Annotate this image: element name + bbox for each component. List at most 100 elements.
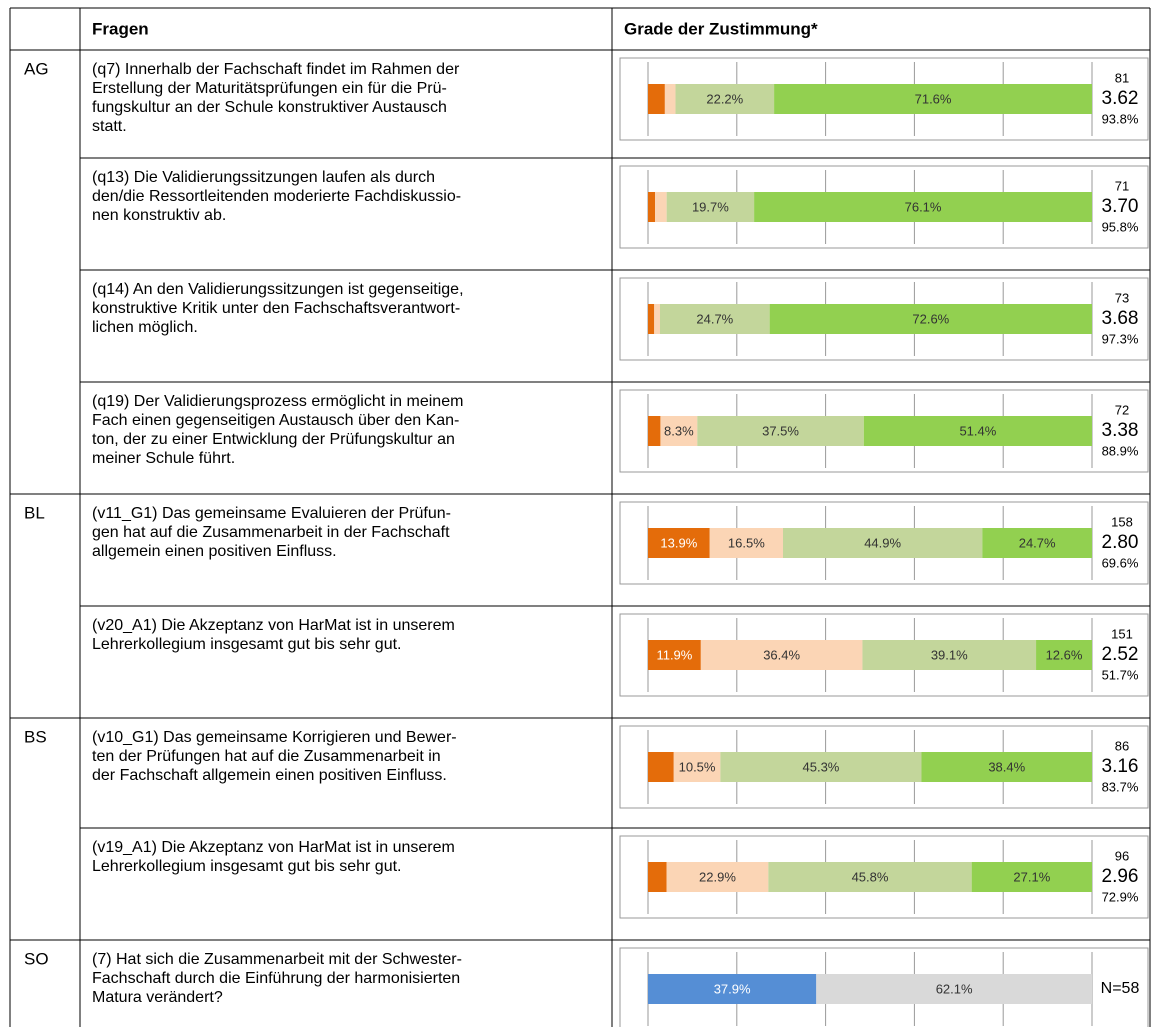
question-line: lichen möglich. xyxy=(92,319,198,336)
segment-label: 45.3% xyxy=(803,759,840,774)
question-line: konstruktive Kritik unter den Fachschaft… xyxy=(92,300,460,317)
segment-label: 13.9% xyxy=(660,535,697,550)
mean: 3.62 xyxy=(1102,88,1139,109)
bar-segment xyxy=(782,528,983,558)
segment-label: 24.7% xyxy=(696,311,733,326)
bar-segment xyxy=(648,84,665,114)
bar-segment xyxy=(659,304,770,334)
segment-label: 11.9% xyxy=(656,647,692,662)
sample-size: N=58 xyxy=(1101,980,1140,997)
segment-label: 8.3% xyxy=(664,423,694,438)
question-line: statt. xyxy=(92,118,127,135)
mean: 2.80 xyxy=(1102,532,1139,553)
bar-segment xyxy=(921,752,1092,782)
segment-label: 16.5% xyxy=(728,535,765,550)
question-line: allgemein einen positiven Einfluss. xyxy=(92,543,337,560)
bar-segment xyxy=(697,416,864,446)
question-line: (v19_A1) Die Akzeptanz von HarMat ist in… xyxy=(92,839,455,856)
bar-segment xyxy=(648,528,710,558)
bar-segment xyxy=(768,862,972,892)
agree-share: 72.9% xyxy=(1102,889,1139,904)
sample-size: 158 xyxy=(1111,514,1133,529)
agree-share: 69.6% xyxy=(1102,555,1139,570)
segment-label: 22.9% xyxy=(699,869,736,884)
question-line: nen konstruktiv ab. xyxy=(92,207,226,224)
question-line: Lehrerkollegium insgesamt gut bis sehr g… xyxy=(92,636,402,653)
mean: 3.16 xyxy=(1102,756,1139,777)
bar-segment xyxy=(666,192,755,222)
segment-label: 37.5% xyxy=(762,423,799,438)
bar-segment xyxy=(675,84,775,114)
segment-label: 72.6% xyxy=(912,311,949,326)
bar-segment xyxy=(863,416,1092,446)
question-line: meiner Schule führt. xyxy=(92,450,235,467)
segment-label: 10.5% xyxy=(679,759,716,774)
bar-segment xyxy=(971,862,1092,892)
bar-segment xyxy=(1036,640,1092,670)
bar-segment xyxy=(648,192,656,222)
segment-label: 12.6% xyxy=(1046,647,1083,662)
mean: 2.96 xyxy=(1102,866,1139,887)
agree-share: 51.7% xyxy=(1102,667,1139,682)
bar-segment xyxy=(648,416,661,446)
question-line: Matura verändert? xyxy=(92,989,223,1006)
mean: 3.38 xyxy=(1102,420,1139,441)
bar-segment xyxy=(862,640,1037,670)
question-line: Erstellung der Maturitätsprüfungen ein f… xyxy=(92,80,447,97)
question-line: (7) Hat sich die Zusammenarbeit mit der … xyxy=(92,951,462,968)
question-line: Fach einen gegenseitigen Austausch über … xyxy=(92,412,459,429)
bar-segment xyxy=(648,752,674,782)
segment-label: 51.4% xyxy=(959,423,996,438)
group-label: SO xyxy=(24,949,49,968)
bar-segment xyxy=(673,752,721,782)
mean: 2.52 xyxy=(1102,644,1139,665)
header-questions: Fragen xyxy=(92,19,149,38)
bar-segment xyxy=(648,974,817,1004)
question-line: (q7) Innerhalb der Fachschaft findet im … xyxy=(92,61,460,78)
question-line: (q14) An den Validierungssitzungen ist g… xyxy=(92,281,464,298)
segment-label: 36.4% xyxy=(763,647,800,662)
segment-label: 22.2% xyxy=(706,91,743,106)
sample-size: 86 xyxy=(1115,738,1129,753)
segment-label: 76.1% xyxy=(905,199,942,214)
bar-segment xyxy=(655,192,667,222)
bar-segment xyxy=(648,862,667,892)
bar-segment xyxy=(648,304,655,334)
bar-segment xyxy=(754,192,1092,222)
question-line: Fachschaft durch die Einführung der harm… xyxy=(92,970,460,987)
bar-segment xyxy=(774,84,1092,114)
segment-label: 27.1% xyxy=(1013,869,1050,884)
bar-segment xyxy=(982,528,1092,558)
question-line: (q19) Der Validierungsprozess ermöglicht… xyxy=(92,393,463,410)
bar-segment xyxy=(816,974,1092,1004)
question-line: den/die Ressortleitenden moderierte Fach… xyxy=(92,188,461,205)
segment-label: 24.7% xyxy=(1019,535,1056,550)
question-line: (v20_A1) Die Akzeptanz von HarMat ist in… xyxy=(92,617,455,634)
question-line: (v11_G1) Das gemeinsame Evaluieren der P… xyxy=(92,505,451,522)
agree-share: 95.8% xyxy=(1102,219,1139,234)
sample-size: 72 xyxy=(1115,402,1129,417)
group-label: AG xyxy=(24,59,49,78)
mean: 3.70 xyxy=(1102,196,1139,217)
bar-segment xyxy=(648,640,701,670)
bar-segment xyxy=(664,84,676,114)
agree-share: 93.8% xyxy=(1102,111,1139,126)
group-label: BL xyxy=(24,503,45,522)
bar-segment xyxy=(720,752,922,782)
segment-label: 44.9% xyxy=(864,535,901,550)
bar-segment xyxy=(769,304,1092,334)
bar-segment xyxy=(700,640,863,670)
sample-size: 71 xyxy=(1115,178,1129,193)
sample-size: 96 xyxy=(1115,848,1129,863)
question-line: Lehrerkollegium insgesamt gut bis sehr g… xyxy=(92,858,402,875)
mean: 3.68 xyxy=(1102,308,1139,329)
question-line: ton, der zu einer Entwicklung der Prüfun… xyxy=(92,431,455,448)
agree-share: 83.7% xyxy=(1102,779,1139,794)
bar-segment xyxy=(654,304,660,334)
segment-label: 38.4% xyxy=(988,759,1025,774)
segment-label: 71.6% xyxy=(915,91,952,106)
question-line: (v10_G1) Das gemeinsame Korrigieren und … xyxy=(92,729,457,746)
bar-segment xyxy=(709,528,783,558)
segment-label: 39.1% xyxy=(931,647,968,662)
